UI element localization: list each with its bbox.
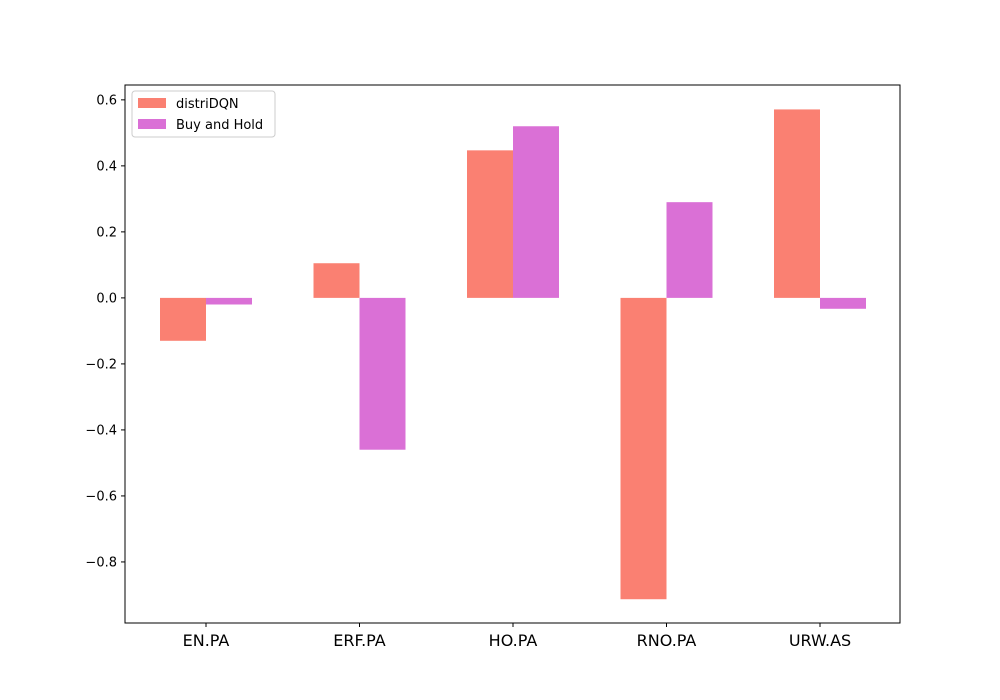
y-tick-label: −0.4	[85, 423, 117, 438]
y-tick-label: −0.6	[85, 489, 117, 504]
bar-distridqn-ho-pa	[467, 150, 513, 298]
legend-swatch	[138, 98, 166, 108]
x-axis: EN.PA ERF.PA HO.PA RNO.PA URW.AS	[183, 623, 851, 650]
bar-buy-and-hold-rno-pa	[666, 202, 713, 298]
x-tick-label: EN.PA	[183, 631, 230, 650]
bar-buy-and-hold-ho-pa	[513, 126, 559, 298]
bar-buy-and-hold-urw-as	[820, 297, 866, 309]
y-tick-label: 0.0	[96, 291, 117, 306]
y-tick-label: 0.4	[96, 159, 117, 174]
bar-distridqn-erf-pa	[313, 263, 360, 298]
x-tick-label: HO.PA	[489, 631, 538, 650]
y-axis: −0.8 −0.6 −0.4 −0.2 0.0 0.2 0.4 0.6	[85, 93, 125, 570]
bar-buy-and-hold-erf-pa	[359, 297, 406, 450]
x-tick-label: ERF.PA	[333, 631, 386, 650]
bar-buy-and-hold-en-pa	[206, 297, 252, 305]
legend: distriDQN Buy and Hold	[131, 90, 276, 138]
legend-swatch	[138, 119, 166, 129]
bars-group	[160, 109, 866, 600]
bar-distridqn-en-pa	[160, 297, 206, 341]
legend-label: Buy and Hold	[176, 118, 263, 133]
x-tick-label: URW.AS	[789, 631, 851, 650]
y-tick-label: −0.2	[85, 357, 117, 372]
legend-label: distriDQN	[176, 97, 239, 112]
y-tick-label: −0.8	[85, 555, 117, 570]
bar-distridqn-rno-pa	[620, 297, 667, 600]
y-tick-label: 0.2	[96, 225, 117, 240]
legend-box	[131, 90, 276, 138]
bar-distridqn-urw-as	[774, 109, 820, 298]
y-tick-label: 0.6	[96, 93, 117, 108]
plot-frame	[124, 84, 901, 624]
x-tick-label: RNO.PA	[637, 631, 697, 650]
